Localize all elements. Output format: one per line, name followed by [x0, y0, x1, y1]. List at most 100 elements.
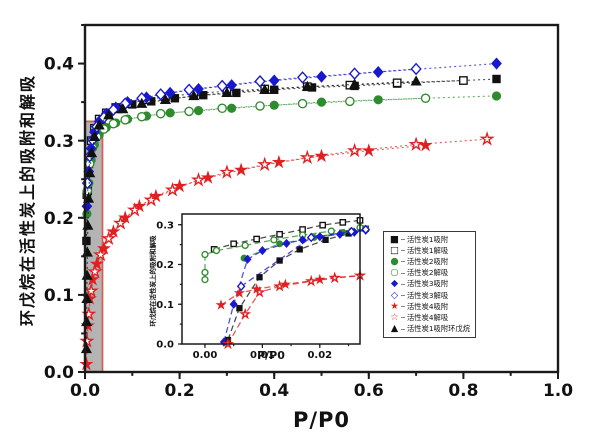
legend-item: ■ 活性炭1吸附	[388, 234, 470, 245]
main-series-3	[82, 91, 502, 219]
star-open-marker	[299, 149, 315, 165]
circle-open-marker	[136, 111, 147, 122]
star-filled-marker	[418, 137, 433, 152]
triangle-filled-marker	[136, 97, 148, 108]
circle-filled-marker	[316, 97, 327, 107]
main-y-tick-label: 0.0	[44, 363, 74, 383]
square-open-marker	[339, 219, 347, 226]
main-series-8	[79, 131, 495, 348]
legend-item: ◇ 活性炭3解吸	[388, 290, 470, 301]
square-filled-marker	[276, 257, 283, 264]
triangle-filled-marker	[259, 83, 271, 94]
diamond-open-marker	[216, 79, 228, 93]
circle-open-marker	[297, 98, 308, 109]
circle-filled-marker	[227, 103, 237, 113]
inset-series-6	[236, 224, 371, 292]
filled-circle-icon: ●	[390, 255, 399, 267]
star-filled-marker	[172, 178, 187, 193]
star-open-marker	[219, 164, 235, 179]
star-filled-marker	[314, 273, 326, 285]
series-line	[85, 144, 426, 365]
filled-diamond-icon: ◆	[390, 278, 399, 290]
main-y-tick-label: 0.2	[44, 209, 74, 229]
main-y-tick-label: 0.3	[44, 132, 74, 152]
star-open-marker	[479, 131, 495, 146]
diamond-open-marker	[254, 74, 266, 88]
legend-item-label: 活性炭4吸附	[407, 301, 449, 311]
diamond-filled-marker	[282, 238, 291, 248]
series-line	[86, 97, 426, 191]
diamond-filled-marker	[226, 79, 237, 92]
triangle-filled-marker	[84, 167, 96, 178]
star-filled-marker	[233, 287, 245, 298]
open-diamond-icon: ◇	[390, 289, 399, 301]
main-series-7	[79, 137, 433, 371]
inset-frame	[181, 213, 361, 345]
main-x-tick-label: 0.2	[165, 381, 195, 401]
diamond-filled-marker	[243, 254, 252, 264]
open-star-icon: ☆	[390, 311, 399, 323]
series-line	[223, 229, 366, 343]
triangle-filled-marker	[159, 93, 171, 104]
circle-open-marker	[217, 103, 227, 114]
diamond-filled-marker	[316, 70, 327, 83]
circle-open-marker	[201, 268, 209, 277]
diamond-open-marker	[347, 226, 356, 237]
circle-open-marker	[420, 93, 431, 104]
triangle-filled-marker	[301, 80, 313, 91]
legend-item-label: 活性炭1吸附环戊烷	[407, 324, 471, 334]
legend-item: ● 活性炭2吸附	[388, 256, 470, 267]
main-series-6	[81, 62, 422, 190]
triangle-filled-marker	[410, 75, 422, 86]
star-open-marker	[328, 271, 341, 284]
circle-open-marker	[184, 106, 194, 117]
diamond-open-marker	[183, 83, 195, 97]
legend-item: ★ 活性炭4吸附	[388, 301, 470, 312]
diamond-filled-marker	[315, 232, 324, 242]
legend-line-sample	[401, 261, 405, 263]
circle-open-marker	[345, 96, 355, 107]
star-filled-marker	[215, 299, 227, 310]
series-line	[240, 228, 366, 287]
legend-line-sample	[401, 239, 405, 241]
inset-x-tick-label: 0.01	[250, 350, 275, 361]
inset-y-tick-label: 0.3	[156, 220, 174, 231]
diamond-open-marker	[155, 88, 167, 101]
series-line	[86, 68, 417, 184]
main-x-tick-label: 1.0	[543, 381, 573, 401]
inset-series-8	[221, 269, 367, 350]
legend-line-sample	[401, 295, 405, 297]
star-open-marker	[87, 263, 103, 279]
star-open-marker	[253, 285, 266, 298]
legend-item: ○ 活性炭2解吸	[388, 268, 470, 279]
circle-filled-marker	[491, 91, 502, 101]
square-open-marker	[230, 240, 238, 248]
diamond-filled-marker	[193, 82, 204, 96]
series-line	[85, 80, 417, 349]
open-square-icon: □	[390, 244, 399, 256]
inset-y-tick-label: 0.2	[156, 260, 174, 271]
main-x-tick-label: 0.4	[259, 381, 289, 401]
inset-x-tick-label: 0.02	[307, 350, 332, 361]
star-open-marker	[273, 279, 286, 292]
series-line	[85, 78, 497, 241]
main-y-tick-label: 0.1	[44, 286, 74, 306]
square-open-marker	[319, 221, 327, 229]
inset-ticks	[178, 224, 350, 348]
circle-open-marker	[255, 101, 265, 111]
inset-plot: 0.00 0.01 0.02 0.0 0.1 0.2 0.3	[156, 213, 371, 361]
circle-open-marker	[108, 118, 119, 129]
square-filled-marker	[322, 236, 329, 244]
diamond-filled-marker	[258, 246, 267, 256]
legend-line-sample	[401, 328, 405, 330]
legend-item-label: 活性炭1吸附	[407, 234, 449, 244]
series-line	[204, 226, 361, 280]
diamond-open-marker	[410, 62, 422, 76]
diamond-filled-marker	[298, 235, 307, 245]
circle-open-marker	[327, 227, 335, 235]
diamond-filled-marker	[229, 299, 238, 309]
inset-y-axis-label: 环戊烷在活性炭上的吸附和解吸	[149, 235, 157, 327]
main-ticks	[78, 24, 559, 379]
star-open-marker	[347, 142, 363, 158]
